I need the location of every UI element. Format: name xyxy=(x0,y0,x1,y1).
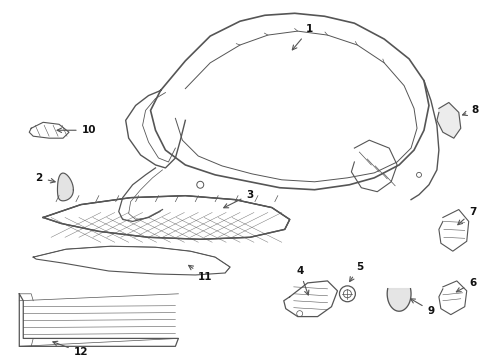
Text: 3: 3 xyxy=(224,190,254,208)
Polygon shape xyxy=(387,289,411,311)
Text: 5: 5 xyxy=(350,262,363,282)
Polygon shape xyxy=(57,173,74,201)
Text: 2: 2 xyxy=(36,173,55,183)
Text: 7: 7 xyxy=(458,207,476,225)
Text: 12: 12 xyxy=(53,341,88,357)
Text: 9: 9 xyxy=(411,299,435,316)
Text: 8: 8 xyxy=(463,105,478,116)
Polygon shape xyxy=(437,103,461,138)
Text: 4: 4 xyxy=(296,266,309,295)
Text: 10: 10 xyxy=(57,125,96,135)
Text: 6: 6 xyxy=(456,278,476,292)
Text: 1: 1 xyxy=(293,24,313,50)
Text: 11: 11 xyxy=(189,265,213,282)
